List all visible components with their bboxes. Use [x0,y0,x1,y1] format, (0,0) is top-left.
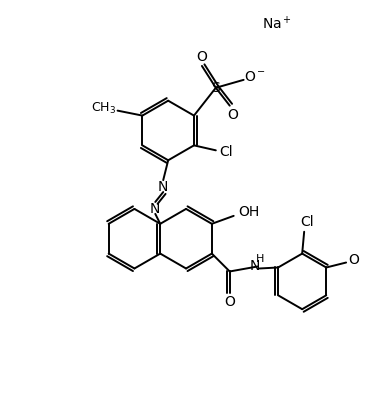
Text: H: H [256,254,265,264]
Text: N: N [249,258,260,273]
Text: N: N [150,202,161,216]
Text: CH$_3$: CH$_3$ [91,101,116,116]
Text: O: O [348,253,360,267]
Text: S: S [211,81,220,95]
Text: Cl: Cl [219,145,232,159]
Text: Cl: Cl [300,215,314,229]
Text: Na$^+$: Na$^+$ [262,15,293,32]
Text: O$^-$: O$^-$ [244,70,267,84]
Text: OH: OH [238,205,259,219]
Text: O: O [196,50,207,64]
Text: N: N [158,180,168,194]
Text: O: O [224,295,235,309]
Text: O: O [227,108,238,122]
